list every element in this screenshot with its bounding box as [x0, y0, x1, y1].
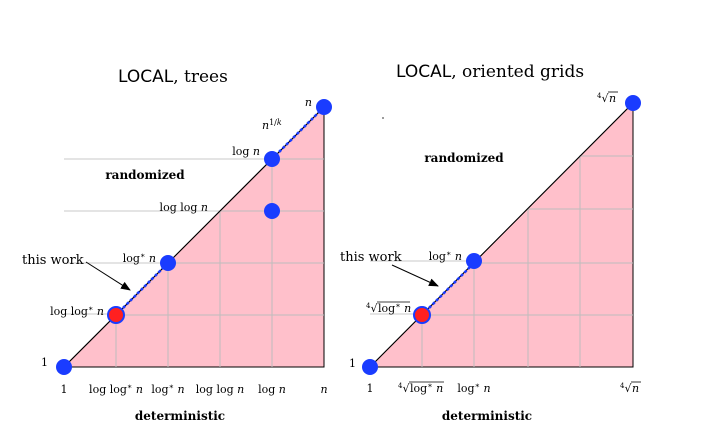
x-tick-loglogstar-n: log log∗ n [89, 382, 143, 397]
label-deterministic: deterministic [442, 409, 532, 423]
y-tick-loglog-n: log log n [160, 201, 208, 214]
label-deterministic: deterministic [135, 409, 225, 423]
grid-lines-inside [421, 155, 633, 367]
segment-n-1-k [271, 106, 325, 160]
radicand: log∗ n [410, 381, 443, 396]
title-local: LOCAL [118, 67, 174, 87]
point-1 [56, 359, 72, 375]
x-tick-1: 1 [367, 382, 374, 395]
radicand: n [609, 92, 616, 105]
label-randomized: randomized [424, 151, 504, 165]
y-tick-1: 1 [41, 356, 48, 369]
point-log-n [264, 151, 280, 167]
point-n [316, 99, 332, 115]
radical: 4√ [620, 382, 632, 395]
y-tick-loglogstar-n: log log∗ n [50, 304, 104, 319]
point-1 [362, 359, 378, 375]
radicand: n [632, 382, 639, 395]
y-tick-root-n: 4√ n [597, 91, 618, 105]
title-local: LOCAL [396, 62, 452, 82]
annotation-arrow [391, 264, 439, 287]
radical: 4√ [597, 92, 609, 105]
point-loglogstar-n [107, 306, 125, 324]
x-tick-log-n: log n [258, 383, 286, 396]
segment-this-work [421, 262, 475, 316]
grid-lines-inside [115, 158, 324, 367]
diagonal [369, 102, 634, 368]
x-tick-1: 1 [61, 383, 68, 396]
y-tick-1: 1 [349, 357, 356, 370]
point-root-n [625, 95, 641, 111]
title-rest: , oriented grids [451, 62, 584, 82]
x-tick-root-logstar-n: 4√ log∗ n [398, 381, 444, 396]
y-tick-logstar-n: log∗ n [123, 251, 156, 266]
panel-title: LOCAL, oriented grids [396, 62, 584, 82]
point-loglog-n [264, 203, 280, 219]
point-logstar-n [466, 253, 482, 269]
y-tick-root-logstar-n: 4√ log∗ n [366, 301, 411, 316]
x-tick-logstar-n: log∗ n [457, 381, 490, 396]
point-logstar-n [160, 255, 176, 271]
annotation-arrow [85, 261, 131, 291]
panel-grids: LOCAL, oriented grids random [340, 62, 641, 423]
y-tick-log-n: log n [232, 145, 260, 158]
segment-label-n-1-k: n1/k [262, 118, 282, 133]
radical: 4√ [398, 382, 410, 395]
x-tick-n: n [320, 383, 327, 396]
panel-title: LOCAL, trees [118, 67, 228, 87]
x-tick-loglog-n: log log n [196, 383, 244, 396]
title-rest: , trees [173, 67, 228, 87]
stray-mark [382, 117, 384, 119]
y-tick-n: n [305, 96, 312, 109]
annotation-this-work: this work [22, 253, 84, 268]
x-tick-logstar-n: log∗ n [151, 382, 184, 397]
y-tick-logstar-n: log∗ n [429, 249, 462, 264]
point-root-logstar-n [413, 306, 431, 324]
panel-trees: LOCAL, trees [22, 67, 332, 423]
radical: 4√ [366, 302, 378, 315]
radicand: log∗ n [378, 301, 411, 316]
annotation-this-work: this work [340, 250, 402, 265]
segment-this-work [115, 262, 169, 316]
label-randomized: randomized [105, 168, 185, 182]
x-tick-root-n: 4√ n [620, 381, 641, 395]
